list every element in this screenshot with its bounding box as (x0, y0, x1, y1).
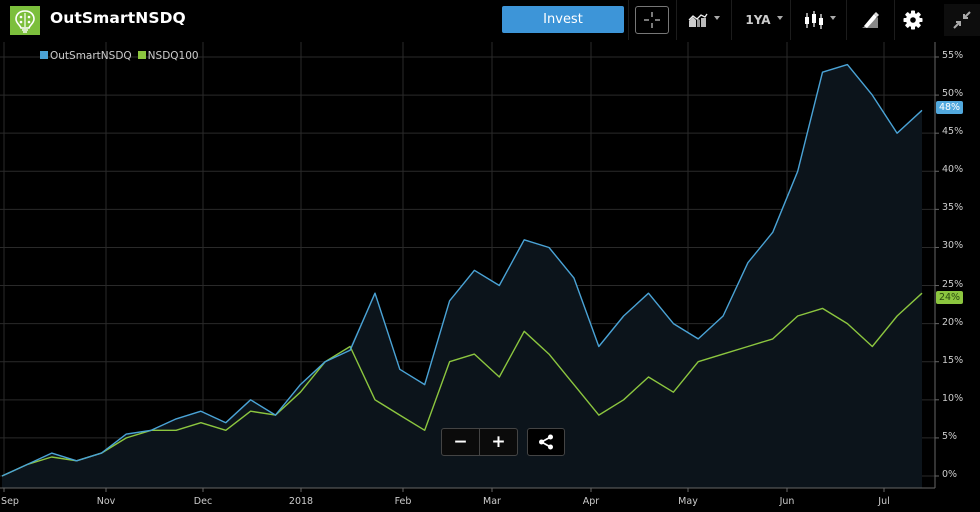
legend-swatch-blue (40, 50, 48, 59)
series-line-outsmartnsdq (1, 63, 923, 477)
y-tick-label: 30% (942, 240, 964, 252)
y-tick-label: 40% (942, 164, 964, 176)
y-tick-label: 45% (942, 126, 964, 138)
chart-type-dropdown[interactable] (684, 4, 724, 36)
y-tick-label: 55% (942, 50, 964, 61)
y-tick-label: 10% (942, 392, 964, 404)
x-tick-label: Dec (193, 496, 213, 507)
zoom-in-button[interactable]: + (479, 429, 517, 455)
app-logo (10, 6, 40, 35)
outsmart-last-value-badge: 48% (936, 101, 963, 114)
candlestick-icon (805, 11, 823, 29)
zoom-controls: − + (441, 428, 518, 456)
invest-button[interactable]: Invest (502, 6, 624, 33)
brain-lightbulb-icon (15, 9, 35, 33)
toolbar-divider (676, 0, 677, 40)
y-tick-label: 0% (942, 469, 958, 480)
range-dropdown[interactable]: 1YA (738, 4, 790, 36)
x-tick-label: Feb (394, 496, 412, 507)
chart-type-icon (688, 13, 708, 27)
drawing-tools-icon (862, 12, 879, 28)
share-icon (539, 434, 553, 450)
x-tick-label: May (678, 496, 698, 507)
toolbar-divider (628, 0, 629, 40)
y-tick-label: 20% (942, 316, 964, 328)
x-tick-label: Jul (878, 496, 890, 507)
app-title: OutSmartNSDQ (50, 9, 186, 27)
crosshair-icon (644, 12, 660, 28)
y-tick-label: 5% (942, 430, 958, 442)
chart-axes (0, 42, 939, 492)
legend-label: OutSmartNSDQ (50, 50, 132, 62)
series-line-nsdq100 (1, 292, 923, 477)
y-tick-label: 35% (942, 202, 964, 214)
legend-item-outsmartnsdq[interactable]: OutSmartNSDQ (40, 50, 132, 62)
settings-button[interactable] (898, 4, 928, 36)
legend-item-nsdq100[interactable]: NSDQ100 (137, 50, 199, 62)
top-toolbar: OutSmartNSDQ Invest 1YA (0, 0, 980, 40)
nsdq-last-value-badge: 24% (936, 291, 963, 304)
chart-legend: OutSmartNSDQ NSDQ100 (40, 50, 205, 62)
x-tick-label: 2018 (288, 496, 314, 507)
gear-icon (903, 10, 923, 30)
toolbar-divider (790, 0, 791, 40)
x-tick-label: Nov (96, 496, 116, 507)
chevron-down-icon (776, 16, 783, 20)
candlestick-dropdown[interactable] (798, 4, 842, 36)
toolbar-divider (846, 0, 847, 40)
chevron-down-icon (830, 16, 836, 20)
toolbar-divider (731, 0, 732, 40)
legend-label: NSDQ100 (147, 50, 199, 62)
drawing-tools-button[interactable] (850, 4, 890, 36)
collapse-icon (953, 11, 971, 29)
legend-swatch-green (137, 50, 146, 59)
y-tick-label: 15% (942, 354, 964, 366)
range-label: 1YA (745, 13, 771, 27)
y-tick-label: 25% (942, 278, 964, 290)
y-tick-label: 50% (942, 88, 964, 100)
crosshair-button[interactable] (635, 6, 669, 34)
series-area-fill (2, 64, 922, 488)
toolbar-divider (894, 0, 895, 40)
chevron-down-icon (714, 16, 720, 20)
x-tick-label: Jun (779, 496, 795, 507)
x-tick-label: Sep (1, 496, 19, 507)
zoom-out-button[interactable]: − (453, 432, 468, 452)
x-tick-label: Apr (582, 496, 600, 507)
collapse-button[interactable] (944, 4, 980, 36)
share-button[interactable] (527, 428, 565, 456)
x-tick-label: Mar (483, 496, 501, 507)
